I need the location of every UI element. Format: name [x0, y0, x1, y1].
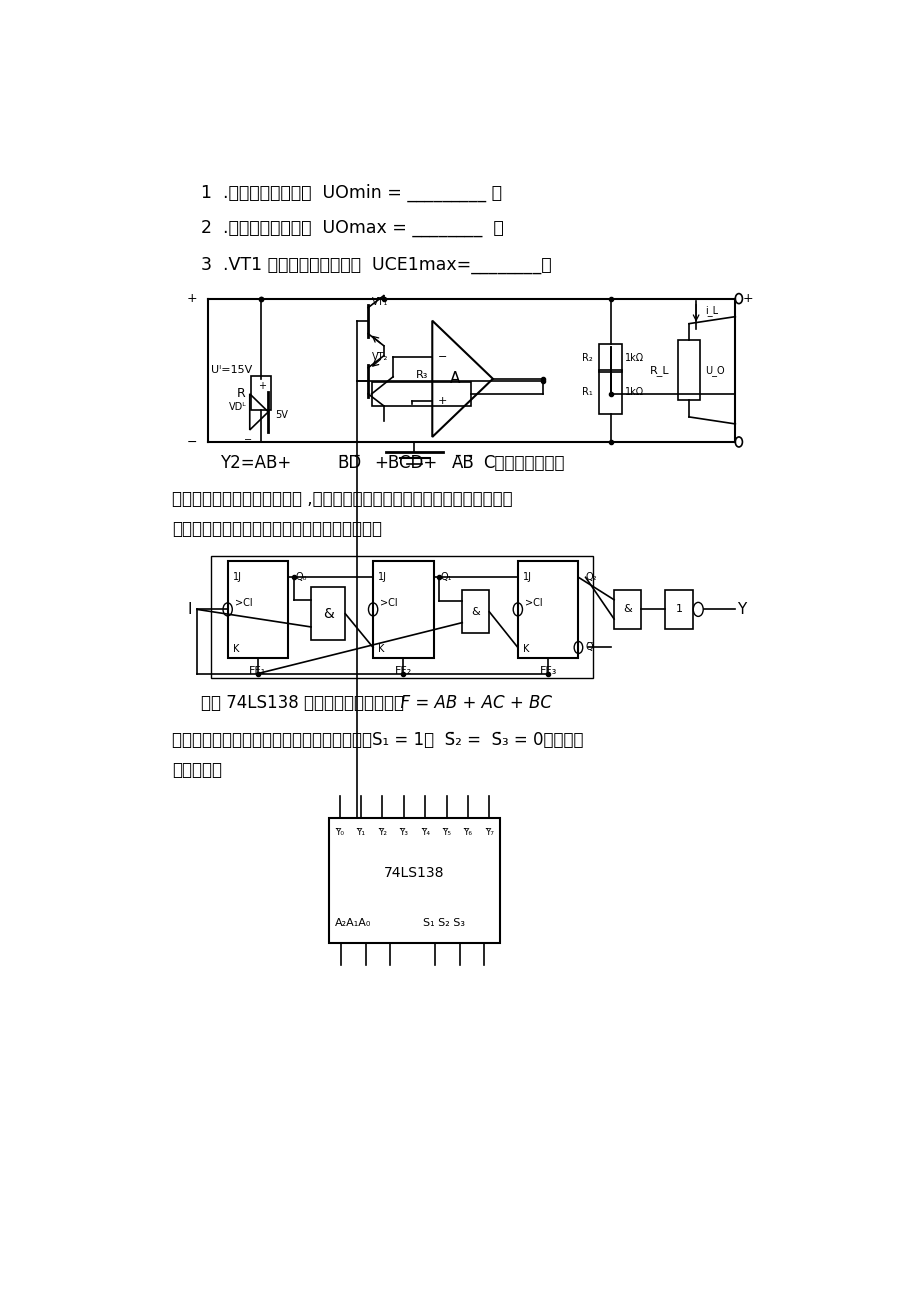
Text: 1kΩ: 1kΩ — [624, 353, 643, 363]
Text: VT₁: VT₁ — [371, 297, 388, 306]
Bar — [598, 344, 621, 372]
Text: +: + — [437, 396, 447, 406]
Text: −: − — [187, 435, 197, 448]
Bar — [598, 370, 621, 414]
Text: >Cl: >Cl — [234, 599, 252, 608]
Text: VDᴸ: VDᴸ — [229, 402, 246, 411]
Text: C（卡诺图化简）: C（卡诺图化简） — [482, 454, 563, 473]
Text: i_L: i_L — [705, 305, 718, 316]
Bar — [664, 590, 692, 629]
Text: 1J: 1J — [233, 573, 242, 582]
Text: Q₂: Q₂ — [584, 573, 596, 582]
Bar — [329, 818, 500, 943]
Text: I: I — [187, 602, 192, 617]
Bar — [251, 376, 271, 410]
Bar — [211, 556, 592, 677]
Text: 1J: 1J — [378, 573, 387, 582]
Text: FF₂: FF₂ — [394, 665, 412, 676]
Text: K: K — [522, 644, 528, 655]
Text: R: R — [236, 387, 245, 400]
Text: Y̅₅: Y̅₅ — [441, 828, 450, 837]
Text: U_O: U_O — [704, 365, 723, 376]
Text: Y: Y — [736, 602, 745, 617]
Bar — [311, 587, 345, 641]
Text: Y̅₃: Y̅₃ — [399, 828, 408, 837]
Text: 3  .VT1 管承受的最大管压降  UCE1max=________。: 3 .VT1 管承受的最大管压降 UCE1max=________。 — [200, 255, 550, 273]
Text: −: − — [437, 352, 447, 362]
Text: R₂: R₂ — [582, 353, 592, 363]
Text: VT₂: VT₂ — [371, 352, 388, 362]
Text: 1: 1 — [675, 604, 682, 615]
Text: FF₃: FF₃ — [539, 665, 556, 676]
Text: &: & — [622, 604, 631, 615]
Text: Y̅₇: Y̅₇ — [484, 828, 494, 837]
Text: R_L: R_L — [649, 365, 668, 376]
Text: A: A — [449, 371, 460, 387]
Text: 画出电路的状态转换图，检查电路能否自启动。: 画出电路的状态转换图，检查电路能否自启动。 — [172, 521, 381, 538]
Text: >Cl: >Cl — [380, 599, 397, 608]
Bar — [676, 340, 699, 400]
Text: Q̅: Q̅ — [584, 642, 593, 652]
Text: Y̅₀: Y̅₀ — [335, 828, 344, 837]
Text: 1kΩ: 1kΩ — [624, 387, 643, 397]
Bar — [373, 561, 433, 658]
Text: 电平有效。: 电平有效。 — [172, 760, 221, 779]
Text: 试用 74LS138 和门电路实现逻辑函数: 试用 74LS138 和门电路实现逻辑函数 — [200, 694, 414, 712]
Text: 译码器的示意图和功能表达式如下：选通时，S₁ = 1，  S̄₂ =  S̄₃ = 0；输出低: 译码器的示意图和功能表达式如下：选通时，S₁ = 1， S̄₂ = S̄₃ = … — [172, 730, 583, 749]
Text: S₁ S̄₂ S̄₃: S₁ S̄₂ S̄₃ — [423, 918, 464, 928]
Text: 5V: 5V — [275, 410, 288, 421]
Text: &: & — [323, 607, 334, 621]
Text: 分析图示时序电路的逻辑功能 ,写出电路的驱动方程、状态方程和输出方程，: 分析图示时序电路的逻辑功能 ,写出电路的驱动方程、状态方程和输出方程， — [172, 490, 512, 508]
Bar — [461, 590, 489, 634]
Text: F = AB + AC + BC: F = AB + AC + BC — [200, 694, 551, 712]
Text: A₂A₁A₀: A₂A₁A₀ — [335, 918, 370, 928]
Bar — [371, 381, 471, 406]
Text: +: + — [257, 380, 266, 391]
Text: +BCD+: +BCD+ — [373, 454, 437, 473]
Text: −: − — [244, 435, 252, 445]
Bar — [517, 561, 578, 658]
Bar — [614, 590, 641, 629]
Text: Y̅₁: Y̅₁ — [356, 828, 365, 837]
Text: +: + — [187, 292, 197, 305]
Text: 1  .输出电压的最小值  UOmin = _________ ；: 1 .输出电压的最小值 UOmin = _________ ； — [200, 184, 501, 203]
Text: K: K — [233, 644, 239, 655]
Bar — [227, 561, 288, 658]
Text: Y2=AB+: Y2=AB+ — [221, 454, 291, 473]
Text: Y̅₂: Y̅₂ — [378, 828, 387, 837]
Text: R₃: R₃ — [415, 370, 427, 380]
Text: 1J: 1J — [522, 573, 531, 582]
Text: Q₀: Q₀ — [295, 573, 307, 582]
Text: Q₁: Q₁ — [440, 573, 452, 582]
Text: ĀB̄: ĀB̄ — [451, 454, 474, 473]
Text: B̄D̄: B̄D̄ — [337, 454, 361, 473]
Text: +: + — [742, 292, 753, 305]
Text: K: K — [378, 644, 384, 655]
Text: >Cl: >Cl — [525, 599, 542, 608]
Text: 74LS138: 74LS138 — [384, 866, 444, 880]
Text: 2  .输出电压的最大值  UOmax = ________  ；: 2 .输出电压的最大值 UOmax = ________ ； — [200, 220, 503, 237]
Text: Uᴵ=15V: Uᴵ=15V — [211, 366, 252, 375]
Text: Y̅₄: Y̅₄ — [420, 828, 429, 837]
Text: R₁: R₁ — [582, 387, 592, 397]
Text: &: & — [471, 607, 480, 617]
Text: Y̅₆: Y̅₆ — [463, 828, 472, 837]
Text: FF₁: FF₁ — [249, 665, 267, 676]
